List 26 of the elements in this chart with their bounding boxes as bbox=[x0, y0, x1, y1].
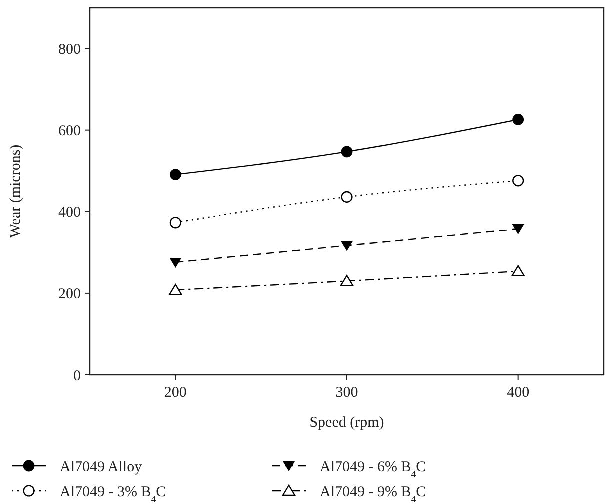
point bbox=[170, 258, 182, 268]
point bbox=[170, 217, 182, 229]
y-axis-title: Wear (microns) bbox=[8, 144, 24, 238]
legend-label: Al7049 Alloy bbox=[60, 459, 143, 476]
point bbox=[341, 191, 353, 204]
point bbox=[512, 224, 524, 235]
point bbox=[512, 175, 524, 187]
point bbox=[170, 169, 182, 180]
point bbox=[169, 284, 182, 296]
y-tick-label: 400 bbox=[58, 205, 81, 222]
legend-label: Al7049 - 9% B$_{4}$C bbox=[320, 484, 426, 504]
y-tick-label: 800 bbox=[58, 42, 81, 58]
point bbox=[512, 265, 525, 277]
y-tick-label: 200 bbox=[58, 286, 81, 303]
x-tick-label: 300 bbox=[336, 385, 358, 401]
y-tick-label: 0 bbox=[74, 368, 81, 384]
x-axis-title: Speed (rpm) bbox=[310, 415, 384, 431]
y-tick-label: 600 bbox=[58, 124, 81, 140]
point bbox=[341, 241, 353, 252]
x-tick-label: 400 bbox=[507, 385, 530, 401]
x-tick-label: 200 bbox=[164, 385, 187, 401]
point bbox=[340, 275, 354, 286]
legend-label: Al7049 - 3% B$_{4}$C bbox=[60, 484, 166, 504]
point bbox=[341, 146, 353, 158]
legend-label: Al7049 - 6% B$_{4}$C bbox=[320, 459, 426, 480]
point bbox=[512, 114, 524, 126]
